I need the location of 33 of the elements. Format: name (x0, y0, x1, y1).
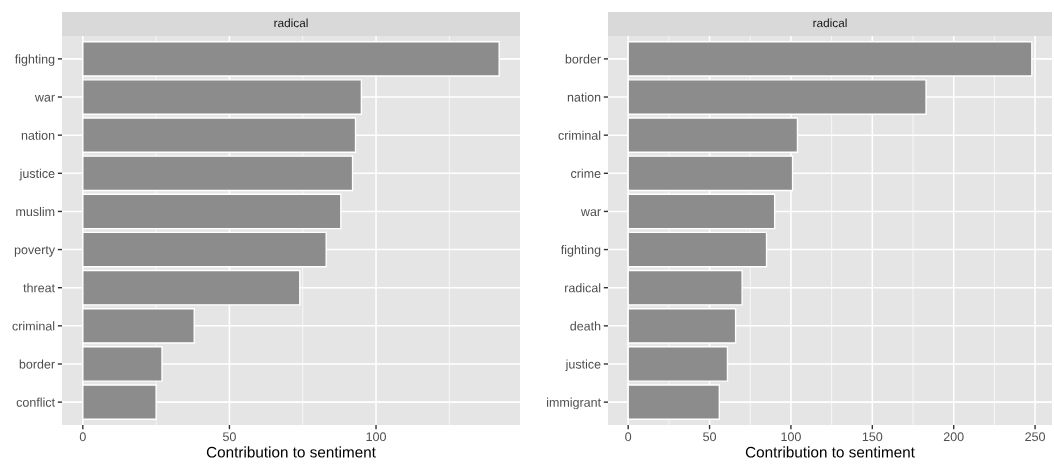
y-tick-label: nation (567, 92, 601, 102)
y-tick-label: immigrant (547, 397, 601, 410)
x-tick-label: 200 (943, 432, 964, 442)
y-tick-label: criminal (558, 130, 601, 140)
x-tick-label: 0 (79, 432, 86, 442)
x-tick-label: 250 (1025, 432, 1046, 442)
y-tick-label: muslim (16, 206, 55, 217)
y-tick-label: crime (571, 168, 601, 178)
y-tick-label: fighting (14, 54, 55, 67)
y-tick-label: justice (565, 359, 601, 372)
x-tick-label: 150 (862, 432, 883, 442)
y-tick-label: border (565, 54, 601, 64)
x-tick-label: 100 (366, 432, 386, 442)
x-axis-title: Contribution to sentiment (745, 446, 915, 458)
y-tick-label: death (570, 321, 601, 331)
y-tick-label: nation (21, 130, 55, 140)
x-tick-label: 100 (781, 432, 801, 442)
y-tick-label: radical (565, 283, 601, 293)
chart-title: radical (813, 18, 847, 28)
y-tick-label: war (580, 209, 601, 217)
y-tick-label: criminal (12, 321, 55, 331)
y-tick-label: border (19, 359, 55, 369)
y-tick-label: war (34, 94, 55, 102)
chart-title: radical (274, 18, 308, 28)
x-tick-label: 50 (703, 432, 717, 442)
x-tick-label: 50 (222, 432, 236, 442)
y-tick-label: fighting (560, 245, 601, 257)
y-tick-label: justice (19, 168, 55, 181)
x-axis-title: Contribution to sentiment (206, 446, 376, 458)
y-tick-label: threat (23, 283, 55, 293)
x-tick-label: 0 (625, 432, 632, 442)
y-tick-label: poverty (14, 246, 56, 257)
y-tick-label: conflict (16, 397, 55, 407)
